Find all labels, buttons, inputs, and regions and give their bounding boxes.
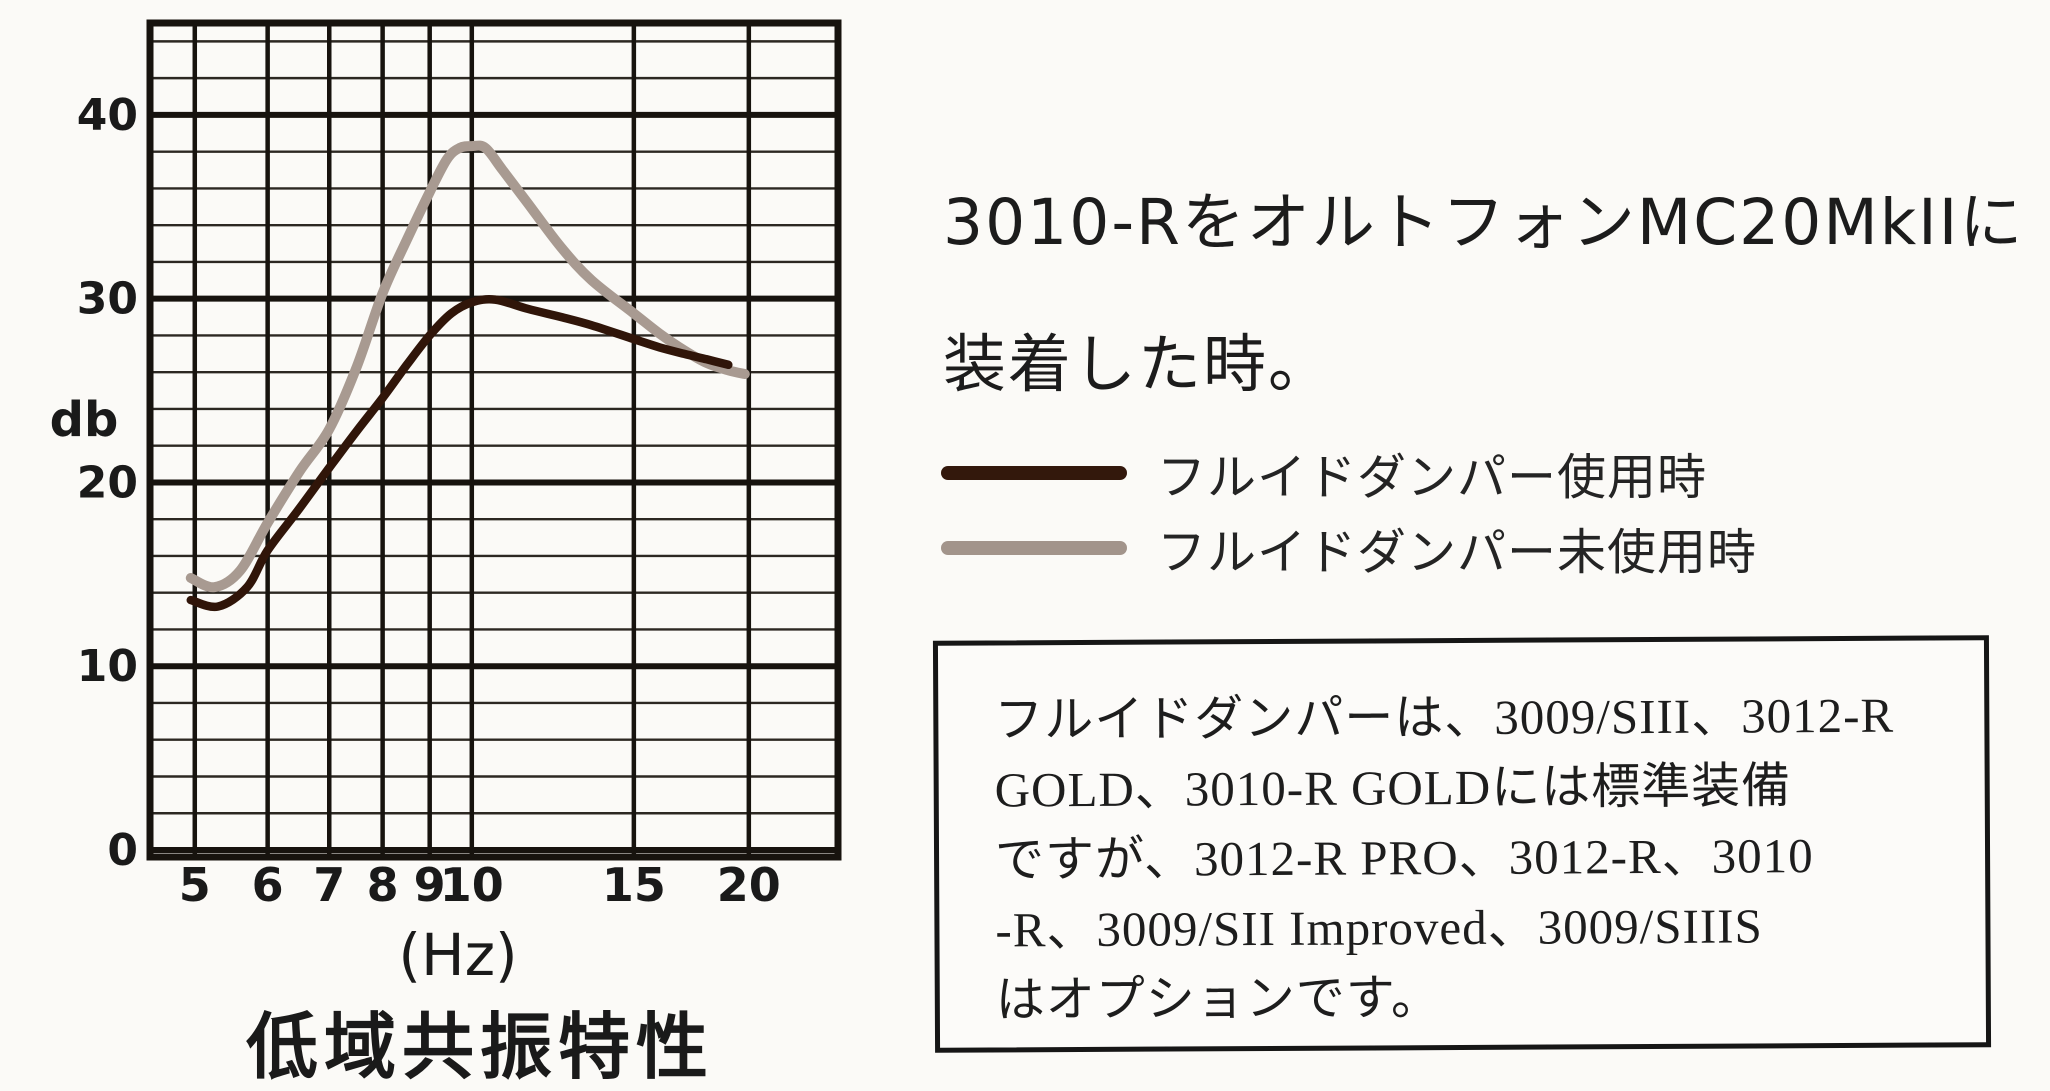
plot-border <box>146 19 842 861</box>
legend: フルイドダンパー使用時 フルイドダンパー未使用時 <box>941 442 1757 592</box>
legend-row-without-damper: フルイドダンパー未使用時 <box>941 517 1757 581</box>
caption-line-2: 装着した時。 <box>943 328 1333 401</box>
y-tick-label: 40 <box>77 90 138 141</box>
y-axis-title: db <box>50 392 119 448</box>
x-tick-label: 20 <box>717 858 781 912</box>
note-line-5: はオプションです。 <box>995 970 1442 1028</box>
x-tick-label: 8 <box>367 858 399 912</box>
without-damper-line-swatch <box>941 541 1127 555</box>
x-tick-label: 7 <box>313 858 345 912</box>
y-tick-label: 10 <box>77 641 138 692</box>
caption-line-1: 3010-RをオルトフォンMC20MkIIに <box>943 186 2025 259</box>
x-tick-label: 6 <box>252 858 284 912</box>
with-damper-line-swatch <box>941 466 1127 480</box>
chart-grid <box>146 19 842 861</box>
with-damper-label: フルイドダンパー使用時 <box>1157 448 1708 506</box>
x-axis-unit: (Hz) <box>398 921 517 989</box>
without-damper-label: フルイドダンパー未使用時 <box>1157 523 1758 581</box>
x-tick-label: 10 <box>440 858 504 912</box>
note-line-2: GOLD、3010-R GOLDには標準装備 <box>994 758 1792 818</box>
curve-with-damper <box>186 294 733 612</box>
y-tick-label: 20 <box>77 457 138 508</box>
y-tick-label: 0 <box>107 825 138 876</box>
curve-without-damper <box>185 140 750 593</box>
x-tick-label: 15 <box>602 858 666 912</box>
chart-curves <box>185 140 750 612</box>
note-line-4: -R、3009/SII Improved、3009/SIIIS <box>995 898 1763 958</box>
legend-row-with-damper: フルイドダンパー使用時 <box>941 442 1757 506</box>
chart-title: 低域共振特性 <box>246 1005 714 1089</box>
x-tick-label: 5 <box>179 858 211 912</box>
y-tick-label: 30 <box>77 274 138 325</box>
x-tick-label: 9 <box>414 858 446 912</box>
fluid-damper-note-box: フルイドダンパーは、3009/SIII、3012-R GOLD、3010-R G… <box>932 635 1992 1053</box>
note-line-3: ですが、3012-R PRO、3012-R、3010 <box>994 828 1814 888</box>
note-line-1: フルイドダンパーは、3009/SIII、3012-R <box>994 687 1895 748</box>
